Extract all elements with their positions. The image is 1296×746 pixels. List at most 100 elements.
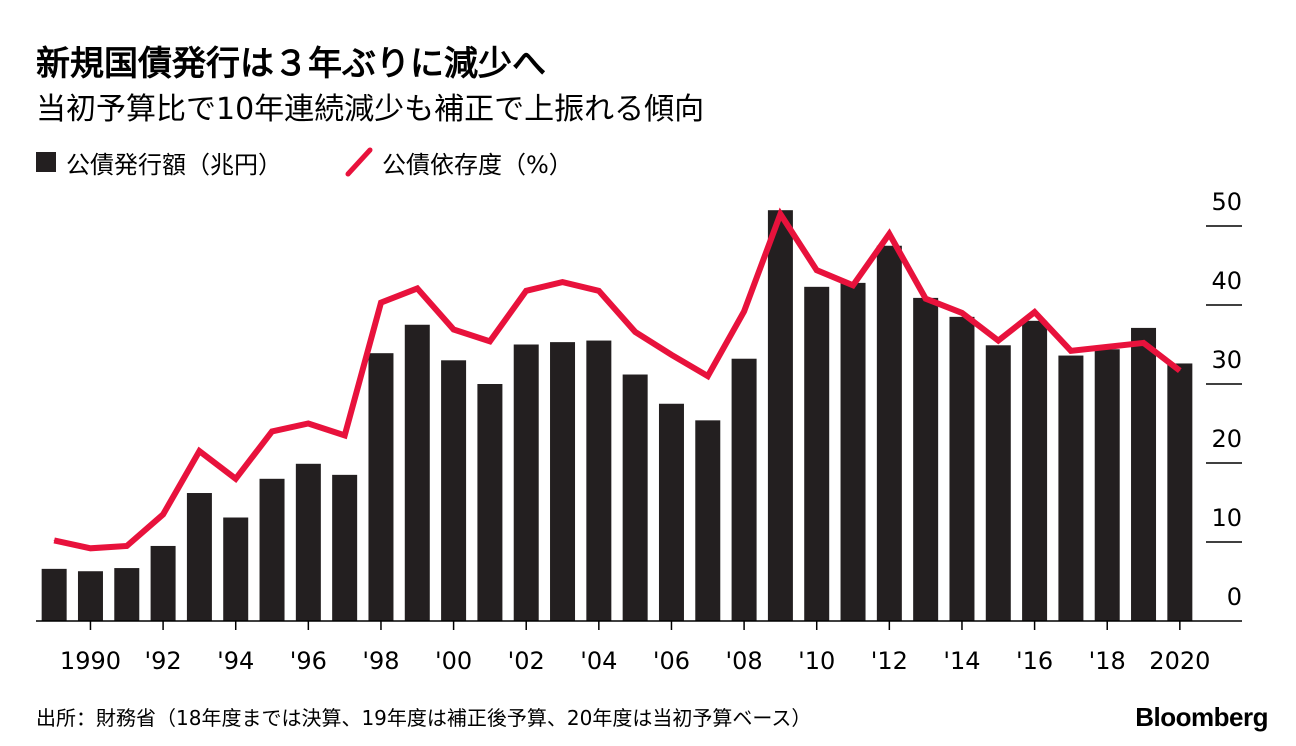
line-point <box>89 547 91 549</box>
source-note: 出所：財務省（18年度までは決算、19年度は補正後予算、20年度は当初予算ベース… <box>36 706 812 730</box>
bar <box>114 568 140 621</box>
bar <box>404 324 430 621</box>
x-tick-label: '06 <box>653 647 690 675</box>
line-point <box>670 354 672 356</box>
gridlines <box>1206 225 1242 543</box>
legend-bar-swatch <box>36 152 56 172</box>
x-tick-label: '18 <box>1089 647 1126 675</box>
bar <box>695 420 721 621</box>
bar <box>658 403 684 621</box>
bar <box>550 342 576 621</box>
bar <box>41 568 67 621</box>
bar <box>731 358 757 621</box>
bar <box>368 353 394 621</box>
x-tick-label: '02 <box>508 647 545 675</box>
bar <box>840 282 866 621</box>
y-tick-label: 0 <box>1227 583 1242 611</box>
line-point <box>162 513 164 515</box>
line-point <box>489 340 491 342</box>
line-point <box>307 423 309 424</box>
y-tick-label: 50 <box>1211 188 1242 216</box>
line-point <box>925 298 927 300</box>
bar <box>77 571 103 621</box>
bar <box>513 344 539 621</box>
line-path <box>53 207 1182 552</box>
legend-label-bond-issuance: 公債発行額（兆円） <box>66 150 282 179</box>
line-point <box>743 310 745 312</box>
line-point <box>1070 350 1072 352</box>
bar <box>477 384 503 621</box>
bar <box>876 245 902 621</box>
legend-line-swatch <box>345 147 373 177</box>
line-point <box>634 331 636 333</box>
bar <box>332 474 358 621</box>
line-point <box>380 302 382 304</box>
line-point <box>416 287 418 289</box>
x-tick-label: '94 <box>217 647 254 675</box>
x-tick-label: '12 <box>871 647 908 675</box>
axes: 0 10 20 30 40 50 1990 '92 '94 '96 '98 '00 '02 '04 '06 '… <box>36 188 1242 675</box>
line-point <box>598 290 600 292</box>
y-tick-label: 10 <box>1211 504 1242 532</box>
bar <box>1094 349 1120 621</box>
x-tick-label: 2020 <box>1149 647 1210 675</box>
x-tick-label: '96 <box>290 647 327 675</box>
line-point <box>1179 370 1181 372</box>
bar <box>586 340 612 621</box>
line-point <box>525 290 527 292</box>
bar <box>622 374 648 621</box>
x-tick-label: '92 <box>145 647 182 675</box>
bar <box>1167 363 1193 621</box>
x-tick-label: '10 <box>798 647 835 675</box>
bar <box>150 545 176 621</box>
bar <box>1131 327 1157 621</box>
x-tick-label: '00 <box>435 647 472 675</box>
legend-item-bond-issuance: 公債発行額（兆円） <box>36 146 282 179</box>
line-point <box>852 284 854 286</box>
x-tick-label: '04 <box>580 647 617 675</box>
x-tick-label: '14 <box>943 647 980 675</box>
line-point <box>271 430 273 432</box>
bar <box>1058 355 1084 621</box>
legend-label-dependency-ratio: 公債依存度（%） <box>382 150 573 179</box>
bar <box>985 345 1011 621</box>
line-point <box>235 478 237 480</box>
line-point <box>562 281 564 283</box>
line-point <box>53 539 55 541</box>
bar <box>767 210 793 621</box>
line-point <box>1034 311 1036 313</box>
x-tick-label: '98 <box>362 647 399 675</box>
x-tick-label: 1990 <box>60 647 121 675</box>
line-point <box>198 450 200 452</box>
bar <box>1022 320 1048 621</box>
line-point <box>997 340 999 342</box>
line-point <box>961 312 963 314</box>
bar-series <box>41 210 1193 621</box>
chart-title: 新規国債発行は３年ぶりに減少へ <box>36 44 546 84</box>
bar <box>259 478 285 621</box>
bar <box>223 517 249 621</box>
x-tick-label: '16 <box>1016 647 1053 675</box>
line-series <box>53 207 1182 552</box>
legend-item-dependency-ratio: 公債依存度（%） <box>344 146 573 179</box>
y-tick-label: 40 <box>1211 267 1242 295</box>
line-point <box>888 233 890 235</box>
line-point <box>779 213 781 215</box>
line-point <box>1143 342 1145 344</box>
line-point <box>453 328 455 330</box>
line-point <box>707 375 709 377</box>
line-point <box>126 545 128 547</box>
y-tick-label: 30 <box>1211 346 1242 374</box>
bar <box>186 493 212 621</box>
x-tick-label: '08 <box>726 647 763 675</box>
y-tick-label: 20 <box>1211 425 1242 453</box>
line-point <box>816 269 818 271</box>
line-point <box>344 434 346 436</box>
bar <box>804 286 830 621</box>
bar <box>949 316 975 621</box>
bloomberg-logo: Bloomberg <box>1135 702 1268 732</box>
bar <box>295 463 321 621</box>
line-point <box>1106 346 1108 348</box>
bar <box>441 360 467 621</box>
